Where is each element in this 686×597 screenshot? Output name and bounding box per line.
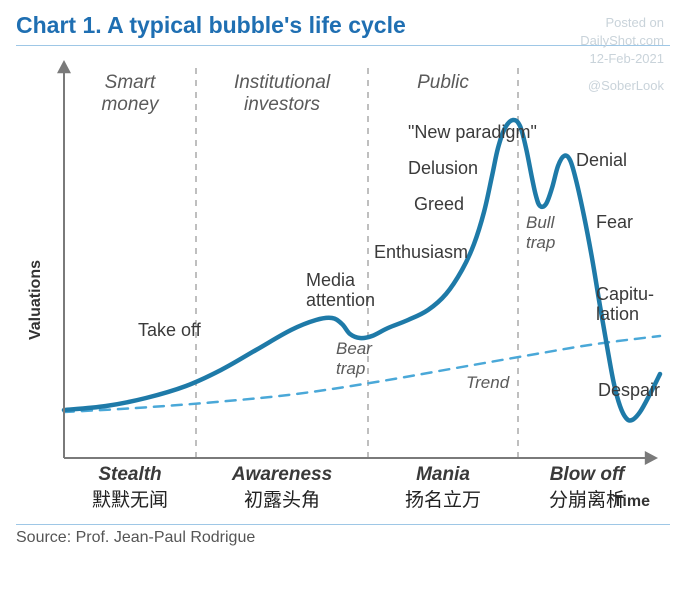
phase-bottom-label: Blow off	[550, 464, 626, 485]
stage-label: Trend	[466, 373, 510, 392]
footer-rule	[16, 524, 670, 525]
stage-label: attention	[306, 290, 375, 310]
phase-bottom-label: Mania	[416, 464, 470, 485]
stage-label: Take off	[138, 320, 202, 340]
stage-label: trap	[526, 233, 555, 252]
y-axis-arrow	[57, 60, 71, 73]
phase-top-label: Public	[417, 72, 469, 93]
chart-container: Chart 1. A typical bubble's life cycle P…	[0, 0, 686, 597]
stage-label: Despair	[598, 380, 660, 400]
stage-label: Bear	[336, 339, 373, 358]
stage-label: "New paradigm"	[408, 122, 537, 142]
phase-top-label: Institutional	[234, 72, 331, 93]
phase-bottom-label: Awareness	[231, 464, 332, 485]
phase-top-label: money	[101, 94, 160, 115]
stage-label: Fear	[596, 212, 633, 232]
y-axis-label: Valuations	[27, 260, 44, 340]
source-text: Source: Prof. Jean-Paul Rodrigue	[16, 529, 670, 547]
phase-top-label: Smart	[105, 72, 156, 93]
stage-label: Greed	[414, 194, 464, 214]
stage-label: Capitu-	[596, 284, 654, 304]
stage-label: lation	[596, 304, 639, 324]
title-rule	[16, 45, 670, 46]
phase-cn-label: 初露头角	[244, 489, 320, 511]
phase-cn-label: 分崩离析	[549, 489, 625, 511]
stage-label: trap	[336, 359, 365, 378]
chart-title: Chart 1. A typical bubble's life cycle	[16, 12, 670, 39]
stage-label: Enthusiasm	[374, 242, 468, 262]
stage-label: Media	[306, 270, 356, 290]
stage-label: Delusion	[408, 158, 478, 178]
phase-cn-label: 默默无闻	[92, 489, 168, 511]
chart-plot: TimeValuationsSmartmoneyInstitutionalinv…	[16, 48, 670, 518]
x-axis-arrow	[645, 451, 658, 465]
watermark-line: Posted on	[580, 14, 664, 32]
phase-cn-label: 扬名立万	[405, 489, 481, 511]
stage-label: Denial	[576, 150, 627, 170]
chart-svg: TimeValuationsSmartmoneyInstitutionalinv…	[16, 48, 670, 518]
phase-bottom-label: Stealth	[98, 464, 161, 485]
phase-top-label: investors	[244, 94, 321, 115]
stage-label: Bull	[526, 213, 556, 232]
